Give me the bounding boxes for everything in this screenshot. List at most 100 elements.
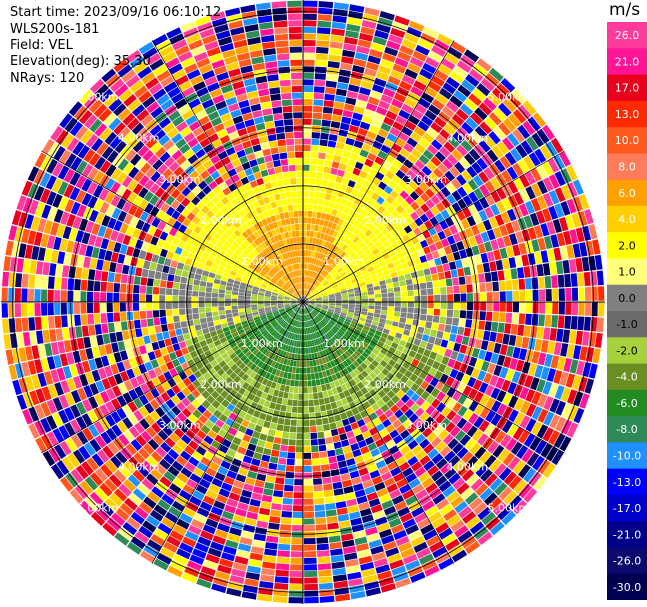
range-gate-cell xyxy=(377,389,387,399)
range-gate-cell xyxy=(372,228,381,236)
range-gate-cell xyxy=(444,348,453,358)
range-gate-cell xyxy=(395,115,407,126)
range-gate-cell xyxy=(34,359,43,374)
range-gate-cell xyxy=(560,419,573,435)
range-gate-cell xyxy=(499,344,508,356)
range-gate-cell xyxy=(418,223,428,233)
range-gate-cell xyxy=(235,359,243,367)
range-gate-cell xyxy=(505,222,515,235)
range-gate-cell xyxy=(309,340,313,347)
range-gate-cell xyxy=(367,55,381,65)
range-gate-cell xyxy=(431,322,439,330)
range-gate-cell xyxy=(306,291,311,297)
range-gate-cell xyxy=(270,337,276,344)
range-gate-cell xyxy=(372,551,386,562)
range-gate-cell xyxy=(282,337,287,344)
range-gate-cell xyxy=(282,285,288,291)
range-gate-cell xyxy=(360,288,368,293)
range-gate-cell xyxy=(145,426,157,438)
range-gate-cell xyxy=(359,317,366,322)
range-gate-cell xyxy=(407,290,414,297)
range-gate-cell xyxy=(224,330,231,337)
range-gate-cell xyxy=(247,343,255,350)
range-gate-cell xyxy=(369,215,377,224)
range-gate-cell xyxy=(446,398,457,410)
range-gate-cell xyxy=(351,188,359,197)
range-gate-cell xyxy=(59,238,69,252)
range-gate-cell xyxy=(425,188,435,199)
range-gate-cell xyxy=(365,375,373,383)
range-gate-cell xyxy=(25,346,34,361)
range-gate-cell xyxy=(89,118,103,133)
range-gate-cell xyxy=(383,88,396,98)
range-gate-cell xyxy=(544,276,552,289)
range-gate-cell xyxy=(290,303,297,306)
range-gate-cell xyxy=(303,85,314,93)
range-gate-cell xyxy=(327,311,334,315)
range-gate-cell xyxy=(149,399,160,410)
range-gate-cell xyxy=(340,156,349,165)
range-gate-cell xyxy=(549,262,557,275)
range-gate-cell xyxy=(459,363,468,374)
range-gate-cell xyxy=(132,248,141,258)
range-gate-cell xyxy=(331,374,338,381)
range-gate-cell xyxy=(293,393,299,400)
range-gate-cell xyxy=(52,428,65,443)
range-gate-cell xyxy=(40,357,50,372)
range-gate-cell xyxy=(494,463,507,477)
range-gate-cell xyxy=(225,263,233,270)
range-gate-cell xyxy=(351,146,361,155)
range-gate-cell xyxy=(382,253,390,260)
range-gate-cell xyxy=(110,363,120,375)
range-gate-cell xyxy=(507,423,519,437)
range-gate-cell xyxy=(229,352,237,360)
range-gate-cell xyxy=(413,283,420,290)
range-gate-cell xyxy=(314,372,320,380)
range-gate-cell xyxy=(417,326,425,334)
range-gate-cell xyxy=(440,255,449,264)
range-gate-cell xyxy=(252,270,259,276)
range-gate-cell xyxy=(462,182,473,194)
range-gate-cell xyxy=(244,246,252,254)
range-gate-cell xyxy=(174,322,181,330)
range-gate-cell xyxy=(35,388,46,403)
range-gate-cell xyxy=(157,430,169,441)
range-gate-cell xyxy=(334,587,350,596)
range-gate-cell xyxy=(434,116,447,128)
range-gate-cell xyxy=(518,313,526,325)
range-gate-cell xyxy=(81,163,94,178)
range-gate-cell xyxy=(508,495,523,510)
range-gate-cell xyxy=(187,252,195,260)
range-gate-cell xyxy=(354,52,369,61)
range-gate-cell xyxy=(396,269,404,277)
range-gate-cell xyxy=(198,307,206,313)
range-gate-cell xyxy=(276,424,284,432)
range-gate-cell xyxy=(381,297,388,302)
range-gate-cell xyxy=(375,106,388,116)
range-gate-cell xyxy=(393,232,402,241)
range-gate-cell xyxy=(238,288,246,293)
range-gate-cell xyxy=(396,344,405,352)
range-gate-cell xyxy=(151,341,160,351)
range-gate-cell xyxy=(307,373,312,381)
range-gate-cell xyxy=(460,487,474,500)
range-gate-cell xyxy=(277,295,284,298)
range-gate-cell xyxy=(418,154,430,165)
range-gate-cell xyxy=(361,378,369,387)
range-gate-cell xyxy=(306,230,311,237)
range-gate-cell xyxy=(197,404,207,414)
range-gate-cell xyxy=(218,429,228,438)
range-gate-cell xyxy=(517,124,531,139)
range-gate-cell xyxy=(232,312,239,317)
range-gate-cell xyxy=(100,238,110,250)
range-gate-cell xyxy=(303,289,305,296)
range-gate-cell xyxy=(82,399,93,412)
range-gate-cell xyxy=(446,309,454,318)
range-gate-cell xyxy=(537,180,548,195)
range-gate-cell xyxy=(319,589,334,597)
range-gate-cell xyxy=(321,279,327,285)
range-gate-cell xyxy=(225,539,239,549)
range-gate-cell xyxy=(388,517,402,528)
range-gate-cell xyxy=(379,528,393,539)
range-gate-cell xyxy=(309,413,316,420)
